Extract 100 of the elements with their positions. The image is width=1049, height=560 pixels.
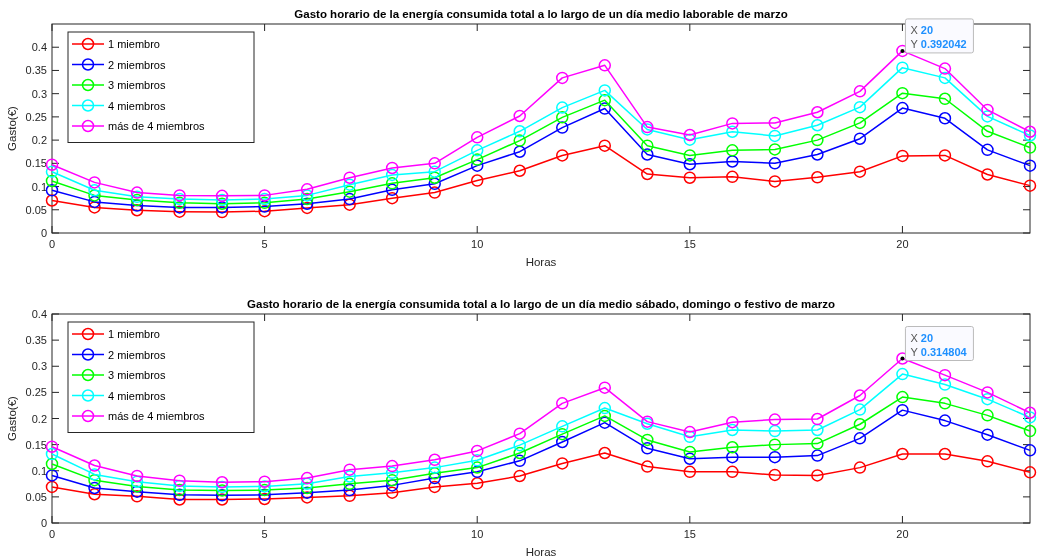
x-tick-label: 20 <box>896 238 909 250</box>
point <box>938 397 952 410</box>
point <box>343 483 356 497</box>
point <box>641 460 654 473</box>
point <box>173 196 186 210</box>
point <box>1023 444 1037 457</box>
point <box>215 489 229 502</box>
point <box>428 177 441 191</box>
point <box>1023 466 1037 479</box>
point <box>1023 159 1037 172</box>
point <box>300 481 314 495</box>
point <box>768 175 782 188</box>
point <box>343 178 356 191</box>
point <box>981 428 994 441</box>
point <box>215 480 229 494</box>
point <box>215 484 229 497</box>
point <box>726 440 739 454</box>
x-tick-label: 10 <box>471 528 484 540</box>
point <box>981 103 994 117</box>
point <box>428 186 441 199</box>
point <box>853 100 867 114</box>
point <box>768 413 782 426</box>
y-axis-title: Gasto(€) <box>6 105 18 151</box>
point <box>641 148 654 161</box>
y-tick-label: 0.35 <box>25 334 47 347</box>
x-tick-label: 20 <box>896 528 909 540</box>
point <box>258 196 271 210</box>
point <box>258 483 271 497</box>
x-tick-label: 5 <box>261 528 268 540</box>
point <box>130 203 144 217</box>
legend-label: 2 miembros <box>108 348 166 361</box>
point <box>88 201 101 214</box>
point <box>768 468 782 482</box>
y-tick-label: 0.2 <box>31 134 47 147</box>
point <box>513 145 526 158</box>
x-tick-label: 15 <box>683 528 696 540</box>
point <box>300 201 314 215</box>
point <box>853 165 867 178</box>
point <box>258 189 271 202</box>
point <box>428 165 441 178</box>
point <box>45 165 59 178</box>
point <box>428 453 441 467</box>
point <box>811 469 824 482</box>
point <box>215 201 229 214</box>
point <box>470 159 484 172</box>
point <box>683 128 697 142</box>
point <box>683 425 697 439</box>
point <box>556 111 569 124</box>
point <box>1023 406 1037 419</box>
point <box>683 430 697 444</box>
point <box>811 105 824 119</box>
point <box>598 416 612 429</box>
point <box>385 177 399 190</box>
point <box>853 432 867 445</box>
point <box>385 459 399 473</box>
point <box>343 470 356 483</box>
point <box>385 486 399 499</box>
point <box>896 61 909 74</box>
point <box>45 480 59 494</box>
point <box>981 386 994 399</box>
point <box>428 480 441 494</box>
y-tick-label: 0.2 <box>31 412 47 425</box>
x-tick-label: 10 <box>471 238 484 250</box>
point <box>45 194 59 207</box>
point <box>1023 179 1037 192</box>
point <box>598 102 612 115</box>
point <box>556 427 569 441</box>
point <box>215 476 229 489</box>
point <box>258 200 271 213</box>
annotation: X 20 Y 0.392042 <box>910 23 967 50</box>
point <box>173 483 186 497</box>
point <box>598 84 612 97</box>
point <box>88 184 101 197</box>
point <box>45 184 59 197</box>
point <box>258 475 271 488</box>
point <box>130 480 144 493</box>
point <box>385 191 399 205</box>
point <box>513 427 526 440</box>
point <box>853 418 867 431</box>
point <box>45 457 59 471</box>
point <box>556 121 569 134</box>
point <box>981 409 994 422</box>
point <box>726 125 739 138</box>
point <box>896 367 909 381</box>
point <box>88 189 101 202</box>
point <box>641 139 654 152</box>
point <box>726 450 739 464</box>
point <box>343 171 356 184</box>
point <box>853 116 867 130</box>
y-axis-title: Gasto(€) <box>6 395 18 441</box>
point <box>683 452 697 465</box>
point <box>726 415 739 429</box>
point <box>215 493 229 506</box>
point <box>258 480 271 493</box>
annotation: X 20 Y 0.314804 <box>910 331 968 358</box>
point <box>470 461 484 474</box>
point <box>88 468 101 481</box>
point <box>1023 141 1037 154</box>
point <box>1023 411 1037 424</box>
point <box>683 149 697 162</box>
